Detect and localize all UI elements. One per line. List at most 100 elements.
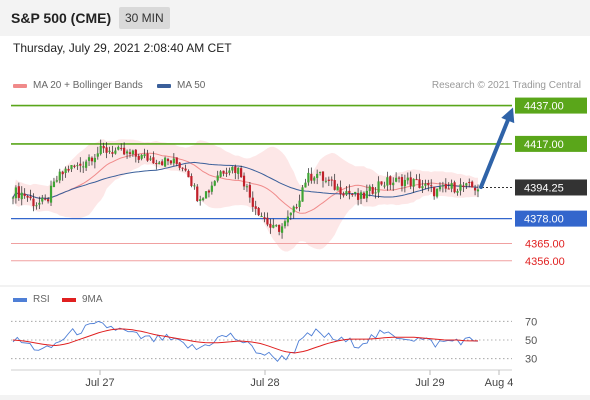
- candle-body: [93, 157, 96, 163]
- candle-body: [456, 191, 459, 193]
- rsi-9ma-line: [12, 328, 478, 354]
- candle-body: [82, 166, 85, 168]
- candle-body: [29, 196, 32, 199]
- candle-body: [242, 175, 246, 187]
- candle-body: [111, 152, 114, 154]
- chart-datetime: Thursday, July 29, 2021 2:08:40 AM CET: [13, 41, 232, 55]
- candle-body: [87, 157, 91, 161]
- candle-body: [234, 166, 237, 173]
- candle-body: [14, 187, 18, 199]
- candle-body: [318, 171, 322, 173]
- candle-body: [307, 172, 310, 183]
- candle-body: [476, 189, 480, 192]
- legend-rsi: RSI: [13, 294, 50, 305]
- candle-body: [248, 184, 251, 198]
- candle-body: [152, 157, 155, 164]
- candle-body: [409, 177, 412, 186]
- candle-body: [447, 188, 450, 190]
- candle-body: [421, 186, 424, 189]
- ma50-line: [12, 161, 479, 200]
- candle-body: [380, 181, 383, 185]
- candle-body: [35, 205, 38, 207]
- candle-body: [336, 186, 339, 191]
- candle-body: [430, 185, 433, 187]
- candle-body: [128, 152, 132, 154]
- candle-body: [406, 177, 409, 181]
- candle-body: [64, 168, 67, 173]
- resistance-label-box-1: [515, 97, 587, 114]
- candle-body: [46, 199, 50, 202]
- candle-body: [415, 179, 418, 181]
- x-axis-label: Aug 4: [485, 377, 514, 389]
- resistance-label-2: 4417.00: [524, 139, 564, 151]
- rsi-swatch: [13, 297, 27, 302]
- candle-body: [280, 226, 284, 233]
- candle-body: [79, 163, 82, 166]
- candle-body: [190, 176, 193, 186]
- candle-body: [471, 181, 474, 188]
- candle-body: [237, 167, 240, 174]
- candle-body: [348, 190, 351, 194]
- candle-body: [272, 224, 275, 228]
- candle-body: [424, 183, 427, 186]
- current-price-label: 4394.25: [524, 182, 564, 194]
- support-label-1: 4378.00: [524, 214, 564, 226]
- candle-body: [362, 192, 366, 199]
- candle-body: [44, 198, 47, 200]
- candle-body: [169, 160, 173, 164]
- candle-body: [204, 191, 208, 199]
- candle-body: [143, 154, 146, 157]
- candle-body: [295, 207, 298, 209]
- candle-body: [269, 223, 272, 228]
- candle-body: [231, 166, 234, 171]
- candle-body: [468, 181, 471, 183]
- candle-body: [58, 171, 61, 181]
- candle-body: [289, 212, 292, 216]
- candle-body: [324, 180, 328, 182]
- candle-body: [20, 192, 23, 200]
- candle-body: [418, 179, 421, 188]
- candle-body: [444, 184, 447, 189]
- rsi-line: [12, 320, 479, 362]
- support-label-box-1: [515, 210, 587, 227]
- chart-header: S&P 500 (CME) 30 MIN: [0, 0, 590, 36]
- candle-body: [181, 167, 184, 169]
- candle-body: [400, 177, 404, 186]
- candle-body: [134, 149, 137, 157]
- resistance-label-box-2: [515, 135, 587, 152]
- candle-body: [131, 150, 135, 155]
- candle-body: [263, 217, 266, 219]
- candle-body: [310, 173, 313, 181]
- candle-body: [108, 150, 111, 152]
- candle-body: [52, 181, 56, 188]
- candle-body: [359, 192, 363, 199]
- candle-body: [412, 178, 415, 187]
- support-label-2: 4365.00: [525, 239, 565, 251]
- candle-body: [67, 168, 70, 171]
- candle-body: [251, 197, 254, 207]
- candle-body: [383, 185, 386, 187]
- candle-body: [105, 147, 108, 153]
- credit-text: Research © 2021 Trading Central: [431, 80, 581, 91]
- candle-body: [433, 186, 436, 197]
- legend-bollinger-label: MA 20 + Bollinger Bands: [33, 80, 143, 91]
- candle-body: [438, 187, 442, 190]
- forecast-arrow-head: [501, 107, 515, 124]
- candle-body: [193, 185, 196, 187]
- candle-body: [207, 190, 211, 193]
- candle-body: [99, 145, 102, 155]
- candle-body: [184, 168, 187, 171]
- candle-body: [330, 179, 333, 181]
- candle-body: [368, 186, 371, 191]
- candle-body: [161, 161, 164, 166]
- candle-body: [450, 183, 453, 189]
- candle-body: [117, 146, 120, 150]
- interval-button[interactable]: 30 MIN: [119, 7, 170, 29]
- candle-body: [49, 185, 53, 203]
- candle-body: [196, 186, 199, 202]
- candle-body: [26, 195, 29, 198]
- candle-body: [55, 180, 58, 182]
- candle-body: [166, 158, 170, 162]
- candle-body: [222, 170, 225, 174]
